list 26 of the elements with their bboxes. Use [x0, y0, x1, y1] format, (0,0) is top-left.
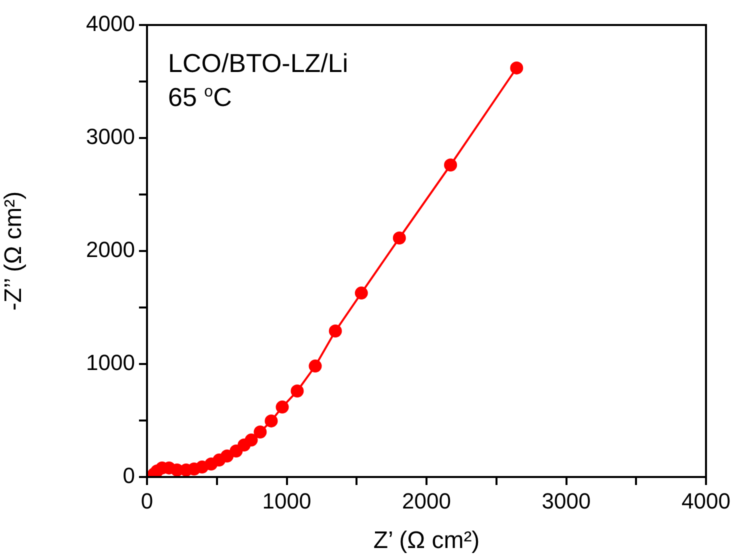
y-tick-label: 1000	[86, 350, 135, 376]
point	[220, 449, 234, 462]
y-tick-label: 2000	[86, 237, 135, 262]
point	[354, 286, 368, 300]
point	[308, 360, 322, 373]
y-tick-label: 0	[122, 463, 135, 488]
point	[290, 384, 304, 398]
point	[254, 426, 267, 439]
y-tick-label: 4000	[86, 11, 135, 36]
point	[510, 61, 524, 74]
annotation: LCO/BTO-LZ/Li	[168, 48, 348, 79]
x-tick-label: 4000	[682, 488, 730, 514]
point	[444, 158, 458, 172]
x-tick-label: 0	[140, 488, 154, 514]
point	[244, 434, 258, 447]
x-tick-label: 3000	[542, 488, 591, 514]
point	[392, 232, 406, 245]
annotation: 65 $^{o}$C	[168, 82, 232, 113]
point	[328, 324, 342, 338]
y-tick-label: 3000	[86, 124, 135, 150]
x-tick-label: 1000	[262, 488, 312, 514]
x-tick-label: 2000	[402, 488, 451, 514]
point	[276, 400, 289, 414]
y-axis-title: -Z’’ (Ω cm²)	[0, 191, 28, 311]
x-axis-title: Z’ (Ω cm²)	[373, 527, 480, 554]
point	[264, 414, 278, 428]
